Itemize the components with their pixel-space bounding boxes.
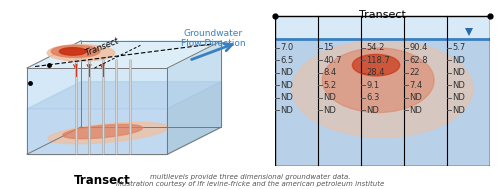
Text: Transect: Transect xyxy=(74,174,131,187)
Ellipse shape xyxy=(292,40,473,137)
Polygon shape xyxy=(27,41,222,68)
Text: 9.1: 9.1 xyxy=(366,81,380,90)
Ellipse shape xyxy=(60,48,86,55)
Text: 5.2: 5.2 xyxy=(324,81,336,90)
Ellipse shape xyxy=(352,54,400,76)
Polygon shape xyxy=(275,16,490,39)
Ellipse shape xyxy=(47,45,115,61)
Text: ND: ND xyxy=(410,106,422,115)
Ellipse shape xyxy=(52,45,100,57)
Text: 7.4: 7.4 xyxy=(410,81,423,90)
Text: 22: 22 xyxy=(410,68,420,77)
Ellipse shape xyxy=(322,48,434,112)
Text: ND: ND xyxy=(324,106,336,115)
Polygon shape xyxy=(27,82,222,109)
Text: 54.2: 54.2 xyxy=(366,43,385,52)
Text: ND: ND xyxy=(280,93,293,102)
Polygon shape xyxy=(27,109,168,154)
Text: 6.5: 6.5 xyxy=(280,56,294,65)
Text: 90.4: 90.4 xyxy=(410,43,428,52)
Polygon shape xyxy=(168,82,222,154)
Text: ND: ND xyxy=(280,81,293,90)
Text: ND: ND xyxy=(324,93,336,102)
Text: 118.7: 118.7 xyxy=(366,56,390,65)
Text: 15: 15 xyxy=(324,43,334,52)
Text: ND: ND xyxy=(410,93,422,102)
Polygon shape xyxy=(27,68,168,154)
Ellipse shape xyxy=(48,122,168,144)
Text: ND: ND xyxy=(452,93,466,102)
Text: 6.3: 6.3 xyxy=(366,93,380,102)
Text: ND: ND xyxy=(452,56,466,65)
Text: Groundwater
Flow Direction: Groundwater Flow Direction xyxy=(181,29,246,48)
Text: 7.0: 7.0 xyxy=(280,43,294,52)
Text: Transect: Transect xyxy=(84,36,120,58)
Polygon shape xyxy=(168,41,222,154)
Text: 62.8: 62.8 xyxy=(410,56,428,65)
Text: Transect: Transect xyxy=(359,10,406,20)
Text: ND: ND xyxy=(366,106,380,115)
Text: ND: ND xyxy=(280,106,293,115)
Text: 40.7: 40.7 xyxy=(324,56,342,65)
Text: 28.4: 28.4 xyxy=(366,68,385,77)
Text: multilevels provide three dimensional groundwater data.
illustration courtesy of: multilevels provide three dimensional gr… xyxy=(116,174,384,187)
Text: ND: ND xyxy=(452,68,466,77)
Text: 5.7: 5.7 xyxy=(452,43,466,52)
Text: ND: ND xyxy=(280,68,293,77)
Text: ND: ND xyxy=(452,106,466,115)
Text: ND: ND xyxy=(452,81,466,90)
Text: 8.4: 8.4 xyxy=(324,68,337,77)
Polygon shape xyxy=(275,39,490,166)
Ellipse shape xyxy=(62,124,142,139)
